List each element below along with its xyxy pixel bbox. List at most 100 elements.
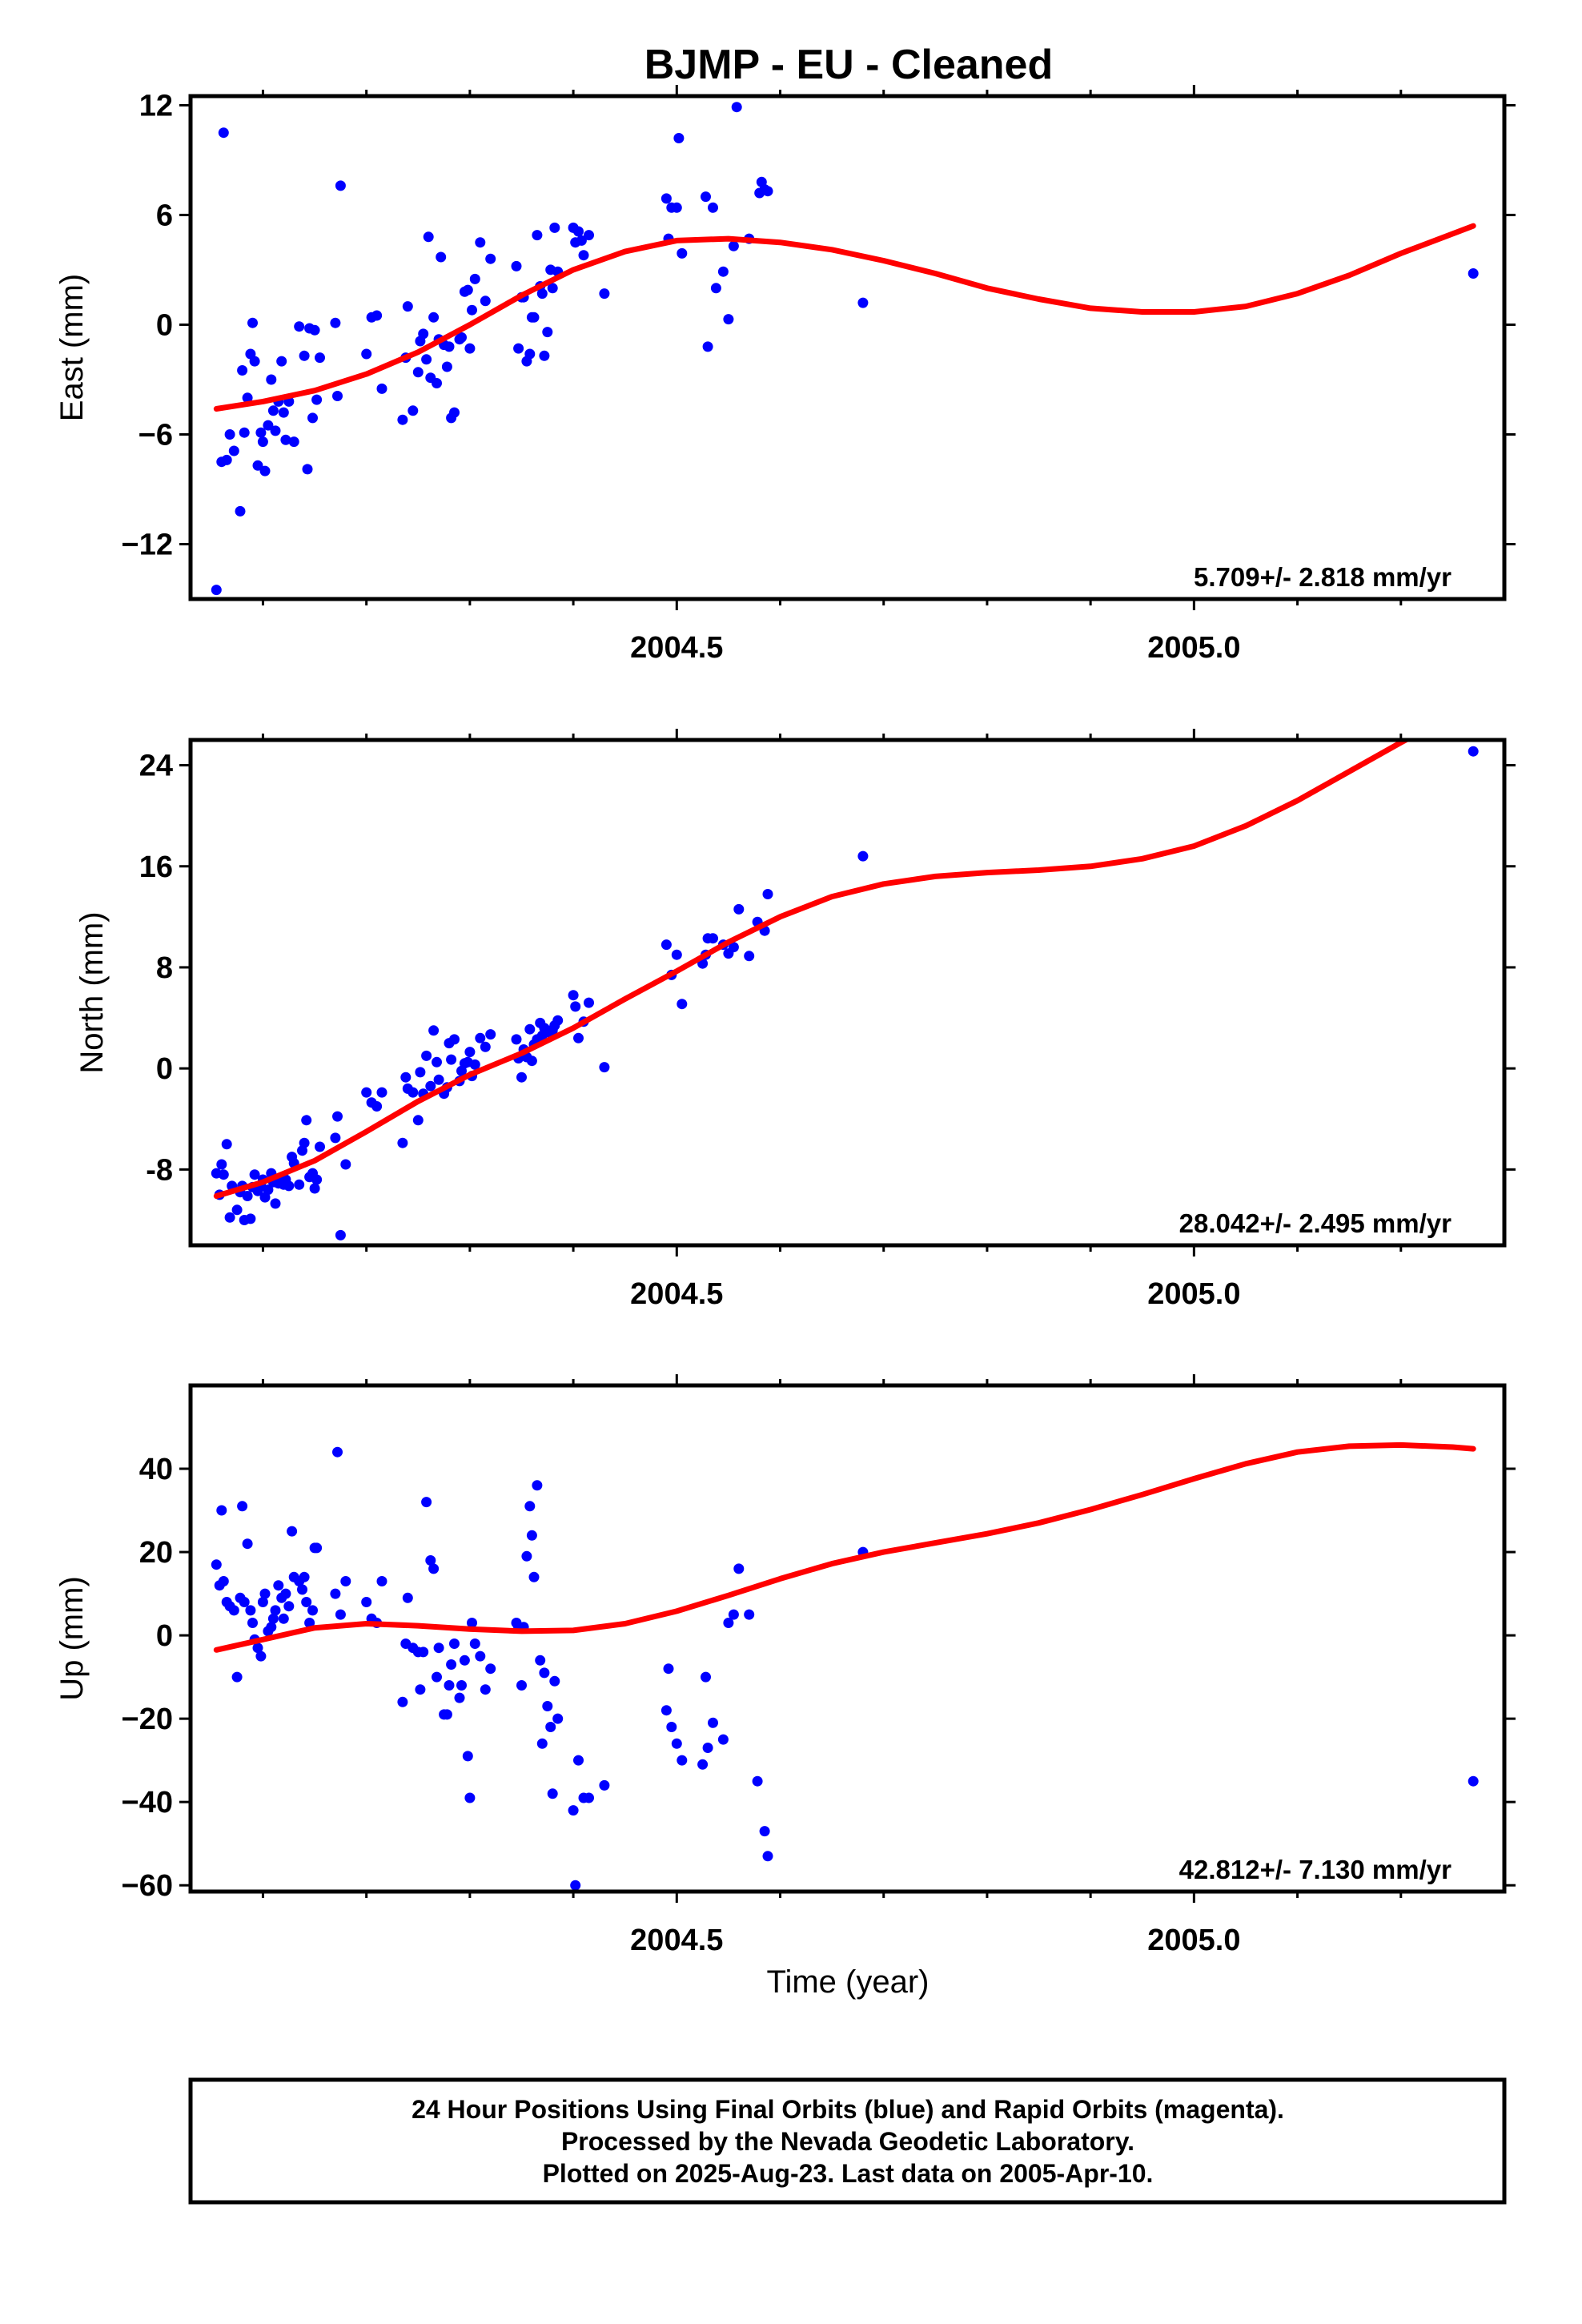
north-data-point	[283, 1180, 295, 1192]
up-data-point	[469, 1638, 480, 1649]
up-data-point	[524, 1501, 536, 1512]
east-data-point	[315, 352, 325, 364]
up-data-point	[280, 1588, 291, 1599]
east-data-point	[462, 284, 473, 296]
up-data-point	[666, 1722, 677, 1732]
up-data-point	[759, 1826, 770, 1837]
up-data-point	[671, 1738, 682, 1749]
up-data-point	[475, 1651, 486, 1662]
east-data-point	[708, 202, 718, 213]
up-data-point	[330, 1588, 341, 1599]
chart-title: BJMP - EU - Cleaned	[644, 42, 1053, 88]
footer-box	[188, 2077, 1507, 2205]
east-data-point	[421, 354, 432, 365]
east-data-point	[701, 191, 711, 203]
east-data-point	[661, 193, 672, 204]
east-data-point	[276, 356, 287, 367]
north-data-point	[330, 1132, 341, 1144]
up-data-point	[717, 1734, 729, 1745]
east-data-point	[584, 230, 594, 241]
up-data-point	[335, 1609, 346, 1620]
up-data-point	[307, 1605, 318, 1616]
north-data-point	[511, 1034, 522, 1045]
east-data-point	[239, 427, 250, 438]
up-fit-curve	[213, 1441, 1476, 1653]
north-data-point	[446, 1054, 457, 1065]
north-data-point	[294, 1179, 305, 1190]
east-data-point	[542, 327, 553, 338]
east-data-point	[237, 365, 248, 376]
up-data-point	[464, 1792, 476, 1803]
north-data-point	[221, 1139, 232, 1150]
east-data-point	[302, 464, 313, 475]
north-data-point	[524, 1023, 536, 1035]
north-data-point	[661, 939, 672, 951]
east-data-point	[710, 283, 721, 294]
up-data-point	[297, 1584, 307, 1595]
north-data-point	[361, 1087, 372, 1098]
up-data-point	[444, 1680, 455, 1691]
north-data-point	[428, 1025, 440, 1036]
east-data-point	[412, 367, 424, 378]
east-data-point	[257, 436, 268, 448]
up-data-point	[697, 1759, 709, 1770]
up-data-point	[255, 1651, 267, 1662]
east-y-axis-label: East (mm)	[54, 274, 90, 421]
east-data-point	[376, 383, 387, 394]
north-data-point	[245, 1213, 256, 1224]
east-data-point	[467, 304, 477, 316]
east-data-point	[762, 186, 773, 197]
north-ytick-label: 24	[139, 750, 173, 783]
up-data-point	[397, 1696, 408, 1707]
up-data-point	[301, 1597, 312, 1607]
north-data-point	[677, 999, 688, 1010]
up-data-point	[361, 1597, 372, 1607]
up-ytick-label: 20	[139, 1536, 173, 1570]
north-data-point	[573, 1032, 584, 1043]
up-data-point	[402, 1592, 413, 1603]
up-data-point	[239, 1597, 250, 1607]
up-plot-frame	[188, 1383, 1507, 1894]
up-data-point	[535, 1655, 546, 1666]
up-ytick-label: 40	[139, 1453, 173, 1486]
east-ytick-label: −6	[139, 418, 173, 452]
north-plot-frame	[188, 738, 1507, 1248]
east-data-point	[464, 343, 476, 354]
east-data-point	[266, 374, 277, 385]
east-ytick-label: 0	[156, 308, 173, 342]
east-data-point	[361, 348, 372, 360]
east-data-point	[299, 350, 310, 361]
north-data-point	[242, 1191, 253, 1201]
east-data-point	[677, 247, 688, 259]
north-data-point	[421, 1050, 432, 1061]
north-data-point	[584, 997, 594, 1008]
up-data-point	[584, 1792, 594, 1803]
east-data-point	[475, 237, 486, 248]
east-rate-label: 5.709+/- 2.818 mm/yr	[1194, 562, 1452, 592]
north-data-point	[332, 1111, 343, 1122]
east-data-point	[671, 202, 682, 213]
east-data-point	[224, 429, 235, 440]
north-data-point	[475, 1032, 486, 1043]
east-data-point	[252, 460, 263, 471]
north-data-point	[270, 1198, 281, 1209]
east-data-point	[235, 505, 246, 517]
east-data-point	[423, 231, 434, 243]
up-data-point	[304, 1618, 315, 1628]
up-data-point	[467, 1618, 477, 1628]
up-xtick-label: 2004.5	[630, 1924, 723, 1957]
up-data-point	[762, 1851, 773, 1862]
north-data-point	[599, 1062, 610, 1073]
east-data-point	[717, 266, 729, 277]
up-data-point	[245, 1605, 256, 1616]
north-data-point	[299, 1137, 310, 1148]
footer-line-1: 24 Hour Positions Using Final Orbits (bl…	[412, 2095, 1284, 2124]
up-data-point	[568, 1805, 579, 1816]
north-ytick-label: -8	[146, 1153, 173, 1187]
north-data-point	[218, 1169, 229, 1180]
east-data-point	[307, 412, 318, 424]
up-data-point	[283, 1601, 295, 1612]
east-data-point	[728, 240, 739, 251]
east-data-point	[221, 454, 232, 465]
